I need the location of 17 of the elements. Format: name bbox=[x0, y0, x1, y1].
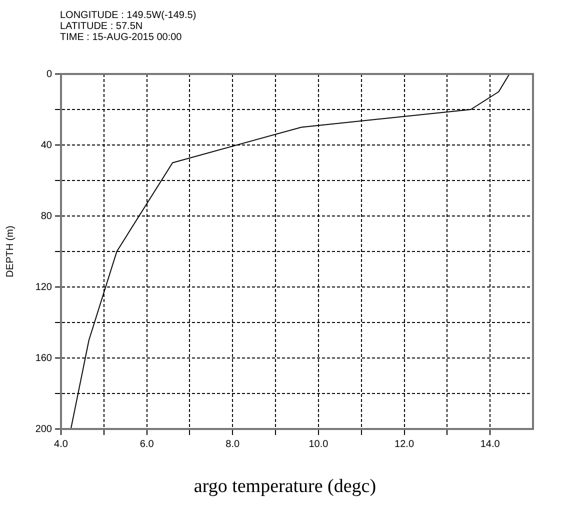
text: LATITUDE : 57.5N bbox=[60, 21, 144, 32]
text: LONGITUDE : 149.5W(-149.5) bbox=[60, 10, 196, 21]
y-tick-label: 40 bbox=[40, 140, 52, 151]
y-tick-label: 120 bbox=[35, 282, 52, 293]
x-tick-label: 8.0 bbox=[226, 438, 240, 450]
x-tick-label: 10.0 bbox=[308, 438, 329, 450]
y-tick-label: 200 bbox=[35, 424, 52, 435]
y-tick-label: 160 bbox=[35, 352, 52, 364]
text: TIME : 15-AUG-2015 00:00 bbox=[60, 32, 183, 43]
x-tick-label: 14.0 bbox=[480, 438, 500, 450]
x-tick-label: 12.0 bbox=[394, 438, 414, 450]
x-tick-label: 4.0 bbox=[54, 438, 68, 450]
x-tick-label: 6.0 bbox=[140, 438, 154, 450]
y-axis-title: DEPTH (m) bbox=[4, 226, 16, 278]
y-tick-label: 0 bbox=[46, 68, 52, 80]
x-axis-title: argo temperature (degc) bbox=[192, 476, 378, 498]
y-tick-label: 80 bbox=[40, 210, 52, 222]
